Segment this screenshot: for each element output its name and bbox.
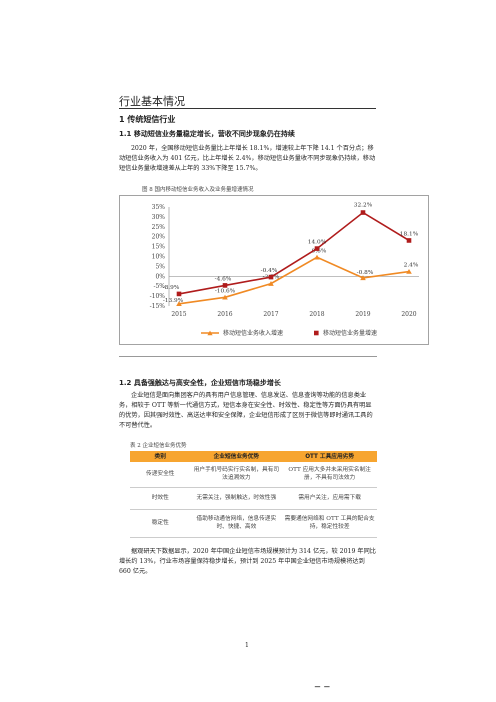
revenue-point <box>176 301 182 307</box>
x-tick-label: 2018 <box>309 311 324 318</box>
revenue-point <box>314 254 320 260</box>
chart-bottom-rule <box>119 356 377 357</box>
revenue-point <box>360 275 366 281</box>
subsection-1-2-heading: 1.2 具备强触达与高安全性，企业短信市场稳步增长 <box>119 379 281 387</box>
section-1-heading: 1 传统短信行业 <box>119 115 176 124</box>
y-tick-label: -10% <box>150 293 166 300</box>
figure-caption: 图 8 国内移动短信业务收入及业务量增速情况 <box>142 187 254 193</box>
y-tick-label: 35% <box>152 204 166 211</box>
advantages-table: 类别 企业短信业务优势 OTT 工具应用劣势 传递安全性 用户手机号码实行实名制… <box>130 451 377 538</box>
table-cell: 无需关注，强制触达，时效性强 <box>190 487 283 510</box>
chart-layer: 35% 30% 25% 20% 15% 10% 5% 0% -5% -10% -15% 2015 201… <box>150 203 419 337</box>
legend-revenue-label: 移动短信业务收入增速 <box>223 329 283 337</box>
legend-volume-label: 移动短信业务量增速 <box>323 329 377 337</box>
revenue-point <box>222 294 228 300</box>
y-tick-label: -15% <box>150 303 166 310</box>
y-tick-label: -5% <box>153 283 165 290</box>
title-rule <box>119 108 376 109</box>
legend-revenue-marker <box>207 330 213 336</box>
data-label: -4.6% <box>215 276 232 282</box>
table-row: 时效性 无需关注，强制触达，时效性强 需用户关注，应用需下载 <box>130 487 377 510</box>
footer-mark: － － <box>314 682 331 691</box>
table-row: 传递安全性 用户手机号码实行实名制，具有司法追溯效力 OTT 应用大多并未采用实… <box>130 462 377 488</box>
subsection-1-1-heading: 1.1 移动短信业务量稳定增长，营收不同步现象仍在持续 <box>119 130 295 138</box>
table-cell: 需要通信网络和 OTT 工具的配合支持，稳定性较差 <box>282 509 377 538</box>
y-tick-label: 5% <box>155 263 165 270</box>
table-cell: 传递安全性 <box>130 462 191 488</box>
data-label: -10.6% <box>215 288 236 294</box>
growth-line-chart: 35% 30% 25% 20% 15% 10% 5% 0% -5% -10% -15% 2015 201… <box>119 195 429 345</box>
revenue-point <box>406 268 412 274</box>
data-label: -13.9% <box>163 298 184 304</box>
paragraph-1: 2020 年，全国移动短信业务量比上年增长 18.1%，增速较上年下降 14.1… <box>119 145 376 172</box>
y-tick-label: 30% <box>152 214 166 221</box>
table-caption: 表 2 企业短信业务优势 <box>130 443 187 449</box>
data-label: 14.0% <box>308 240 327 246</box>
volume-point <box>268 274 274 280</box>
y-tick-label: 0% <box>155 273 165 280</box>
table-cell: 稳定性 <box>130 509 191 538</box>
revenue-point <box>268 281 274 286</box>
table-cell: 需用户关注，应用需下载 <box>282 487 377 510</box>
table-cell: OTT 应用大多并未采用实名制注册，不具有司法效力 <box>282 462 377 488</box>
chart-frame <box>119 195 429 345</box>
header-category: 类别 <box>130 451 191 462</box>
data-label: 2.4% <box>404 263 419 269</box>
data-label: 18.1% <box>400 231 419 237</box>
data-label: 9.6% <box>312 248 327 254</box>
series-line-volume <box>178 211 410 295</box>
data-label: -0.4% <box>261 268 278 274</box>
paragraph-3: 据观研天下数据显示，2020 年中国企业短信市场规模预计为 314 亿元，较 2… <box>119 548 376 575</box>
table-cell: 借助移动通信网络，信息传递实时、快捷、高效 <box>190 509 283 538</box>
table-cell: 用户手机号码实行实名制，具有司法追溯效力 <box>190 462 283 488</box>
data-label: -8.9% <box>163 285 180 291</box>
section-title: 行业基本情况 <box>119 95 185 108</box>
volume-point <box>222 283 228 288</box>
data-label: -0.8% <box>357 270 374 276</box>
x-tick-label: 2017 <box>263 311 278 318</box>
legend-volume-marker <box>314 330 319 336</box>
header-enterprise-advantage: 企业短信业务优势 <box>190 451 283 462</box>
x-tick-label: 2019 <box>355 311 370 318</box>
x-tick-label: 2020 <box>401 311 416 318</box>
y-tick-label: 10% <box>152 254 166 261</box>
page-number: 1 <box>245 642 249 649</box>
table-cell: 时效性 <box>130 487 191 510</box>
y-tick-label: 25% <box>152 224 166 231</box>
y-tick-label: 20% <box>152 234 166 241</box>
data-label: 32.2% <box>354 203 373 209</box>
x-tick-label: 2016 <box>217 311 232 318</box>
volume-point <box>176 291 182 297</box>
paragraph-2: 企业短信是面向集团客户的具有用户信息管理、信息发送、信息查询等功能的信息类业务，… <box>119 392 373 429</box>
x-tick-label: 2015 <box>171 311 186 318</box>
table-header-row: 类别 企业短信业务优势 OTT 工具应用劣势 <box>130 451 377 462</box>
volume-point <box>406 238 412 243</box>
y-tick-label: 15% <box>152 244 166 251</box>
table-row: 稳定性 借助移动通信网络，信息传递实时、快捷、高效 需要通信网络和 OTT 工具… <box>130 509 377 538</box>
header-ott-disadvantage: OTT 工具应用劣势 <box>282 451 377 462</box>
series-line-revenue <box>178 256 410 305</box>
volume-point <box>360 210 366 215</box>
volume-point <box>314 246 320 251</box>
